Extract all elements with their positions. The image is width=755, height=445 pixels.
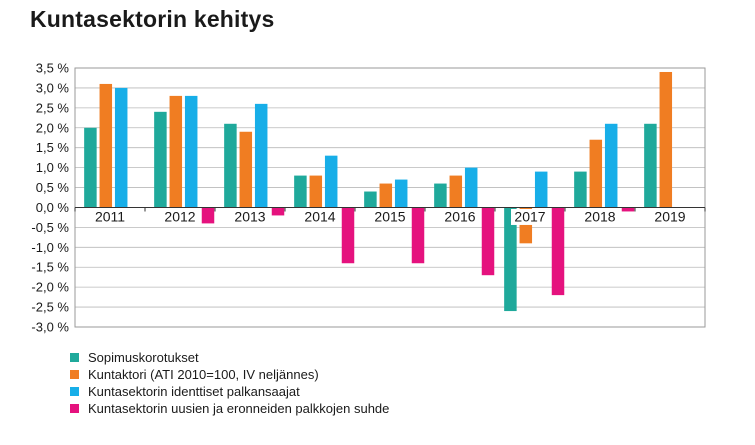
- bar: [464, 167, 478, 208]
- bar: [434, 183, 447, 208]
- y-tick-label: -2,5 %: [31, 300, 69, 315]
- bar: [341, 207, 355, 264]
- x-label-background: [91, 208, 129, 225]
- x-tick-label: 2016: [444, 208, 475, 224]
- plot-border: [74, 67, 706, 328]
- y-tick-label: -3,0 %: [31, 320, 69, 335]
- x-tick-label: 2011: [95, 208, 125, 224]
- bar: [534, 171, 548, 208]
- bar: [239, 131, 253, 208]
- bar: [364, 191, 377, 208]
- legend-item: Kuntasektorin uusien ja eronneiden palkk…: [70, 400, 389, 417]
- y-tick-labels: 3,5 % 3,0 % 2,5 % 2,0 % 1,5 % 1,0 % 0,5 % 0,0 %…: [31, 61, 69, 335]
- x-label-background: [161, 208, 199, 225]
- x-tick-label: 2017: [514, 208, 545, 224]
- y-tick-label: 1,5 %: [36, 140, 70, 155]
- legend-label: Kuntasektorin uusien ja eronneiden palkk…: [88, 401, 390, 416]
- y-tick-label: 1,0 %: [36, 160, 70, 175]
- x-tick-label: 2015: [374, 208, 405, 224]
- x-label-background: [511, 208, 549, 225]
- bar: [271, 207, 285, 216]
- axes: [74, 67, 706, 328]
- bar: [574, 171, 587, 208]
- bar: [84, 127, 97, 208]
- bar: [481, 207, 495, 276]
- bar: [659, 71, 673, 208]
- legend-swatch: [70, 404, 79, 413]
- y-tick-label: -0,5 %: [31, 220, 69, 235]
- legend-swatch: [70, 387, 79, 396]
- legend-label: Kuntasektorin identtiset palkansaajat: [88, 384, 300, 399]
- bar: [201, 207, 215, 224]
- bar: [644, 123, 657, 208]
- bar: [379, 183, 393, 208]
- bar: [551, 207, 565, 296]
- bar: [394, 179, 408, 208]
- bar: [309, 175, 323, 208]
- bar: [449, 175, 463, 208]
- legend-swatch: [70, 370, 79, 379]
- x-tick-label: 2014: [304, 208, 335, 224]
- y-tick-label: 0,0 %: [36, 200, 70, 215]
- bar: [411, 207, 425, 264]
- bar: [169, 95, 183, 208]
- legend-item: Sopimuskorotukset: [70, 349, 389, 366]
- x-label-background: [231, 208, 269, 225]
- bar: [154, 111, 167, 208]
- bar: [324, 155, 338, 208]
- x-tick-labels: 2011 2012 2013 2014 2015 2016 2017 2018 2019: [91, 208, 689, 225]
- x-label-background: [651, 208, 689, 225]
- y-tick-label: 0,5 %: [36, 180, 70, 195]
- x-label-background: [581, 208, 619, 225]
- y-tick-label: -1,0 %: [31, 240, 69, 255]
- legend-label: Kuntaktori (ATI 2010=100, IV neljännes): [88, 367, 319, 382]
- y-tick-label: 2,0 %: [36, 120, 70, 135]
- bar: [184, 95, 198, 208]
- x-label-background: [441, 208, 479, 225]
- x-label-background: [371, 208, 409, 225]
- bar: [114, 87, 128, 208]
- y-tick-label: -2,0 %: [31, 280, 69, 295]
- bar: [504, 207, 517, 312]
- bar: [224, 123, 237, 208]
- legend-item: Kuntasektorin identtiset palkansaajat: [70, 383, 389, 400]
- bar: [254, 103, 268, 208]
- x-tick-label: 2019: [654, 208, 685, 224]
- bar: [621, 207, 635, 212]
- bar: [589, 139, 603, 208]
- x-tick-label: 2012: [164, 208, 195, 224]
- legend: Sopimuskorotukset Kuntaktori (ATI 2010=1…: [70, 349, 389, 417]
- legend-label: Sopimuskorotukset: [88, 350, 199, 365]
- legend-item: Kuntaktori (ATI 2010=100, IV neljännes): [70, 366, 389, 383]
- legend-swatch: [70, 353, 79, 362]
- y-tick-label: -1,5 %: [31, 260, 69, 275]
- x-tick-label: 2018: [584, 208, 615, 224]
- y-tick-label: 3,5 %: [36, 61, 70, 76]
- bars: [84, 71, 673, 312]
- y-tick-label: 3,0 %: [36, 80, 70, 95]
- bar: [99, 83, 113, 208]
- x-label-background: [301, 208, 339, 225]
- x-tick-label: 2013: [234, 208, 265, 224]
- y-tick-label: 2,5 %: [36, 100, 70, 115]
- bar: [604, 123, 618, 208]
- bar: [294, 175, 307, 208]
- chart-title: Kuntasektorin kehitys: [30, 6, 275, 32]
